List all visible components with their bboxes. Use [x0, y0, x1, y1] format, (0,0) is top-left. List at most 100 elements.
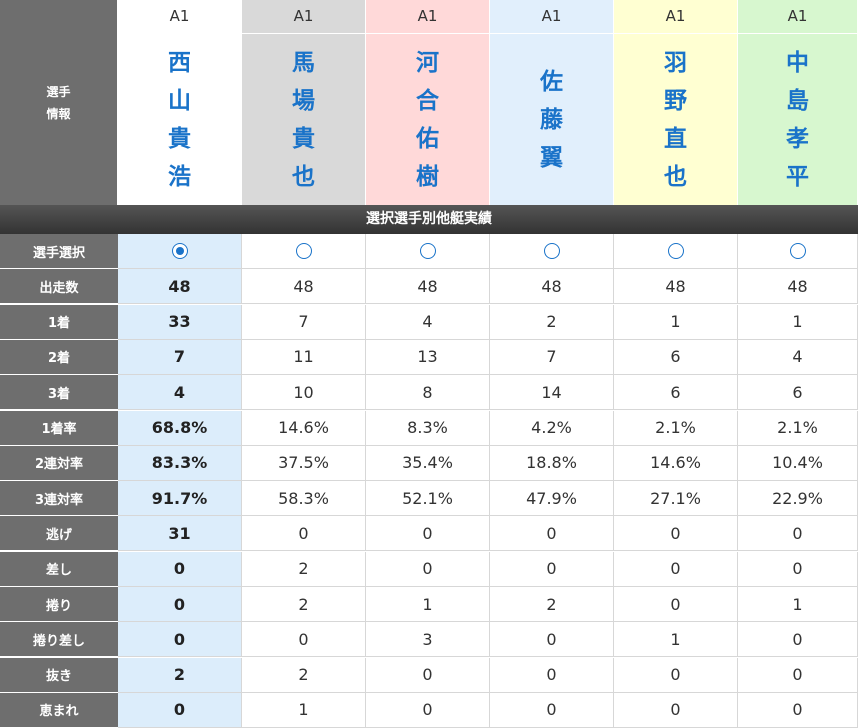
- player-select-radio[interactable]: [543, 243, 560, 259]
- stat-row: 捲り 0 2 1 2 0 1: [0, 587, 858, 622]
- select-cell: [118, 234, 242, 269]
- stat-cell: 10: [242, 375, 366, 411]
- stat-cell: 11: [242, 339, 366, 375]
- stat-cell: 0: [490, 516, 614, 552]
- stat-cell: 48: [242, 269, 366, 305]
- player-rank: A1: [738, 0, 857, 34]
- stat-cell: 0: [614, 692, 738, 728]
- stat-cell: 13: [366, 339, 490, 375]
- stat-cell: 4.2%: [490, 410, 614, 446]
- stat-cell: 35.4%: [366, 445, 490, 481]
- player-name-char: 河: [416, 49, 439, 76]
- player-name-char: 羽: [664, 49, 687, 76]
- stat-cell: 48: [738, 269, 858, 305]
- stat-cell: 0: [614, 587, 738, 622]
- stat-cell: 10.4%: [738, 445, 858, 481]
- stat-cell: 0: [242, 622, 366, 658]
- stat-cell: 0: [738, 657, 858, 693]
- stat-cell: 1: [366, 587, 490, 622]
- player-name-char: 合: [416, 87, 439, 114]
- player-name-char: 佐: [540, 68, 563, 95]
- player-name[interactable]: 中島孝平: [738, 34, 857, 205]
- player-select-radio[interactable]: [171, 243, 188, 259]
- player-select-radio[interactable]: [295, 243, 312, 259]
- stat-row: 出走数 48 48 48 48 48 48: [0, 269, 858, 305]
- player-name-char: 孝: [786, 125, 809, 152]
- stat-cell: 47.9%: [490, 481, 614, 517]
- stat-cell: 0: [490, 551, 614, 587]
- stat-cell: 6: [614, 375, 738, 411]
- row-label: 1着率: [0, 410, 118, 446]
- player-name-char: 貴: [168, 125, 191, 152]
- stat-cell: 83.3%: [118, 445, 242, 481]
- stat-cell: 14.6%: [242, 410, 366, 446]
- stat-cell: 1: [614, 304, 738, 340]
- player-rank: A1: [614, 0, 737, 34]
- stat-cell: 2: [242, 587, 366, 622]
- stat-cell: 0: [366, 657, 490, 693]
- stat-cell: 1: [738, 304, 858, 340]
- stat-row: 1着 33 7 4 2 1 1: [0, 304, 858, 340]
- player-name-char: 馬: [292, 49, 315, 76]
- row-label: 逃げ: [0, 516, 118, 552]
- player-name-char: 西: [168, 49, 191, 76]
- row-label: 出走数: [0, 269, 118, 305]
- stat-row: 3着 4 10 8 14 6 6: [0, 375, 858, 411]
- player-rank: A1: [118, 0, 241, 34]
- player-select-row: 選手選択: [0, 234, 858, 269]
- player-select-radio[interactable]: [419, 243, 436, 259]
- stat-cell: 0: [366, 551, 490, 587]
- stat-row: 3連対率 91.7% 58.3% 52.1% 47.9% 27.1% 22.9%: [0, 481, 858, 517]
- stat-cell: 6: [614, 339, 738, 375]
- player-column-3: A1 河合佑樹: [366, 0, 490, 205]
- stat-row: 1着率 68.8% 14.6% 8.3% 4.2% 2.1% 2.1%: [0, 410, 858, 446]
- player-name[interactable]: 西山貴浩: [118, 34, 241, 205]
- stat-cell: 8.3%: [366, 410, 490, 446]
- player-rank: A1: [490, 0, 613, 34]
- stat-cell: 0: [738, 692, 858, 728]
- player-select-radio[interactable]: [667, 243, 684, 259]
- player-name-char: 翼: [540, 144, 563, 171]
- stat-cell: 7: [490, 339, 614, 375]
- player-column-1: A1 西山貴浩: [118, 0, 242, 205]
- row-label: 1着: [0, 304, 118, 340]
- player-name-char: 中: [786, 49, 809, 76]
- player-name[interactable]: 馬場貴也: [242, 34, 365, 205]
- player-name[interactable]: 河合佑樹: [366, 34, 489, 205]
- stat-row: 抜き 2 2 0 0 0 0: [0, 657, 858, 693]
- stat-cell: 0: [366, 516, 490, 552]
- stat-cell: 3: [366, 622, 490, 658]
- stat-cell: 18.8%: [490, 445, 614, 481]
- player-name[interactable]: 羽野直也: [614, 34, 737, 205]
- stat-cell: 0: [242, 516, 366, 552]
- stat-cell: 4: [366, 304, 490, 340]
- player-info-header: 選手 情報: [0, 0, 118, 205]
- select-cell: [614, 234, 738, 269]
- stat-cell: 0: [738, 516, 858, 552]
- stat-cell: 91.7%: [118, 481, 242, 517]
- player-info-label-line1: 選手: [46, 84, 71, 99]
- stat-cell: 0: [490, 657, 614, 693]
- player-name-char: 佑: [416, 125, 439, 152]
- stat-cell: 52.1%: [366, 481, 490, 517]
- row-label: 差し: [0, 551, 118, 587]
- stat-cell: 0: [490, 692, 614, 728]
- player-name-char: 場: [292, 87, 315, 114]
- stat-cell: 0: [738, 551, 858, 587]
- player-name[interactable]: 佐藤翼: [490, 34, 613, 205]
- stat-cell: 14: [490, 375, 614, 411]
- player-name-char: 貴: [292, 125, 315, 152]
- row-label: 3着: [0, 375, 118, 411]
- stat-cell: 48: [614, 269, 738, 305]
- select-cell: [242, 234, 366, 269]
- row-label: 捲り: [0, 587, 118, 622]
- stat-cell: 1: [738, 587, 858, 622]
- row-label: 3連対率: [0, 481, 118, 517]
- stat-cell: 0: [118, 622, 242, 658]
- player-select-radio[interactable]: [789, 243, 806, 259]
- stat-cell: 0: [614, 551, 738, 587]
- stat-cell: 7: [242, 304, 366, 340]
- stat-cell: 37.5%: [242, 445, 366, 481]
- stat-cell: 0: [614, 516, 738, 552]
